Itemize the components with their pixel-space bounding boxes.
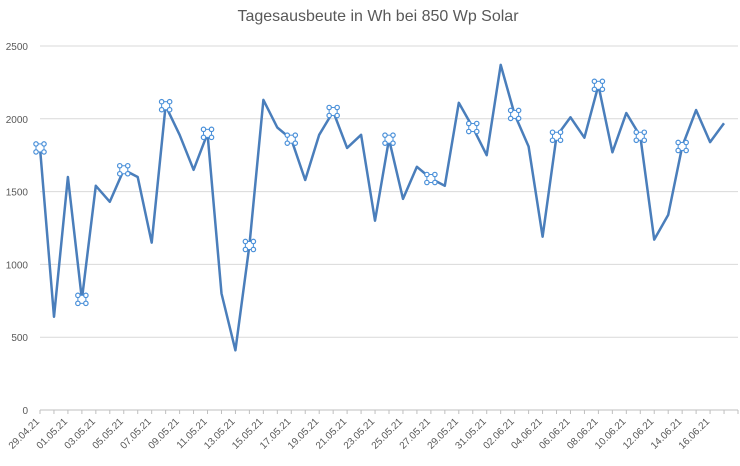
data-point-marker <box>382 132 396 146</box>
data-point-marker <box>326 104 340 119</box>
data-point-marker <box>75 292 89 307</box>
y-tick-label: 2000 <box>6 115 29 126</box>
data-point-marker <box>591 78 606 93</box>
data-point-marker <box>242 238 257 253</box>
data-point-marker <box>507 107 522 122</box>
series-layer <box>38 63 726 352</box>
y-tick-label: 1500 <box>6 188 29 199</box>
data-point-marker <box>633 129 648 144</box>
y-axis-ticks: 0 500 1000 1500 2000 2500 <box>6 42 29 417</box>
gridlines <box>40 45 738 338</box>
data-point-marker <box>158 98 173 113</box>
chart-title: Tagesausbeute in Wh bei 850 Wp Solar <box>237 8 519 25</box>
data-point-marker <box>465 120 480 135</box>
y-tick-label: 500 <box>11 333 28 344</box>
series-line <box>38 63 726 352</box>
y-tick-label: 0 <box>22 406 28 417</box>
data-point-marker <box>675 139 689 154</box>
y-tick-label: 1000 <box>6 260 29 271</box>
data-point-marker <box>424 171 438 186</box>
data-point-marker <box>200 126 215 141</box>
data-point-marker <box>549 129 564 144</box>
marker-layer <box>33 78 689 307</box>
x-axis-ticks: 29.04.2101.05.2103.05.2105.05.2107.05.21… <box>7 410 739 452</box>
x-tick-label: 16.06.21 <box>677 416 713 452</box>
data-point-marker <box>284 132 299 146</box>
y-tick-label: 2500 <box>6 42 29 53</box>
data-point-marker <box>116 162 131 177</box>
data-point-marker <box>33 141 47 155</box>
